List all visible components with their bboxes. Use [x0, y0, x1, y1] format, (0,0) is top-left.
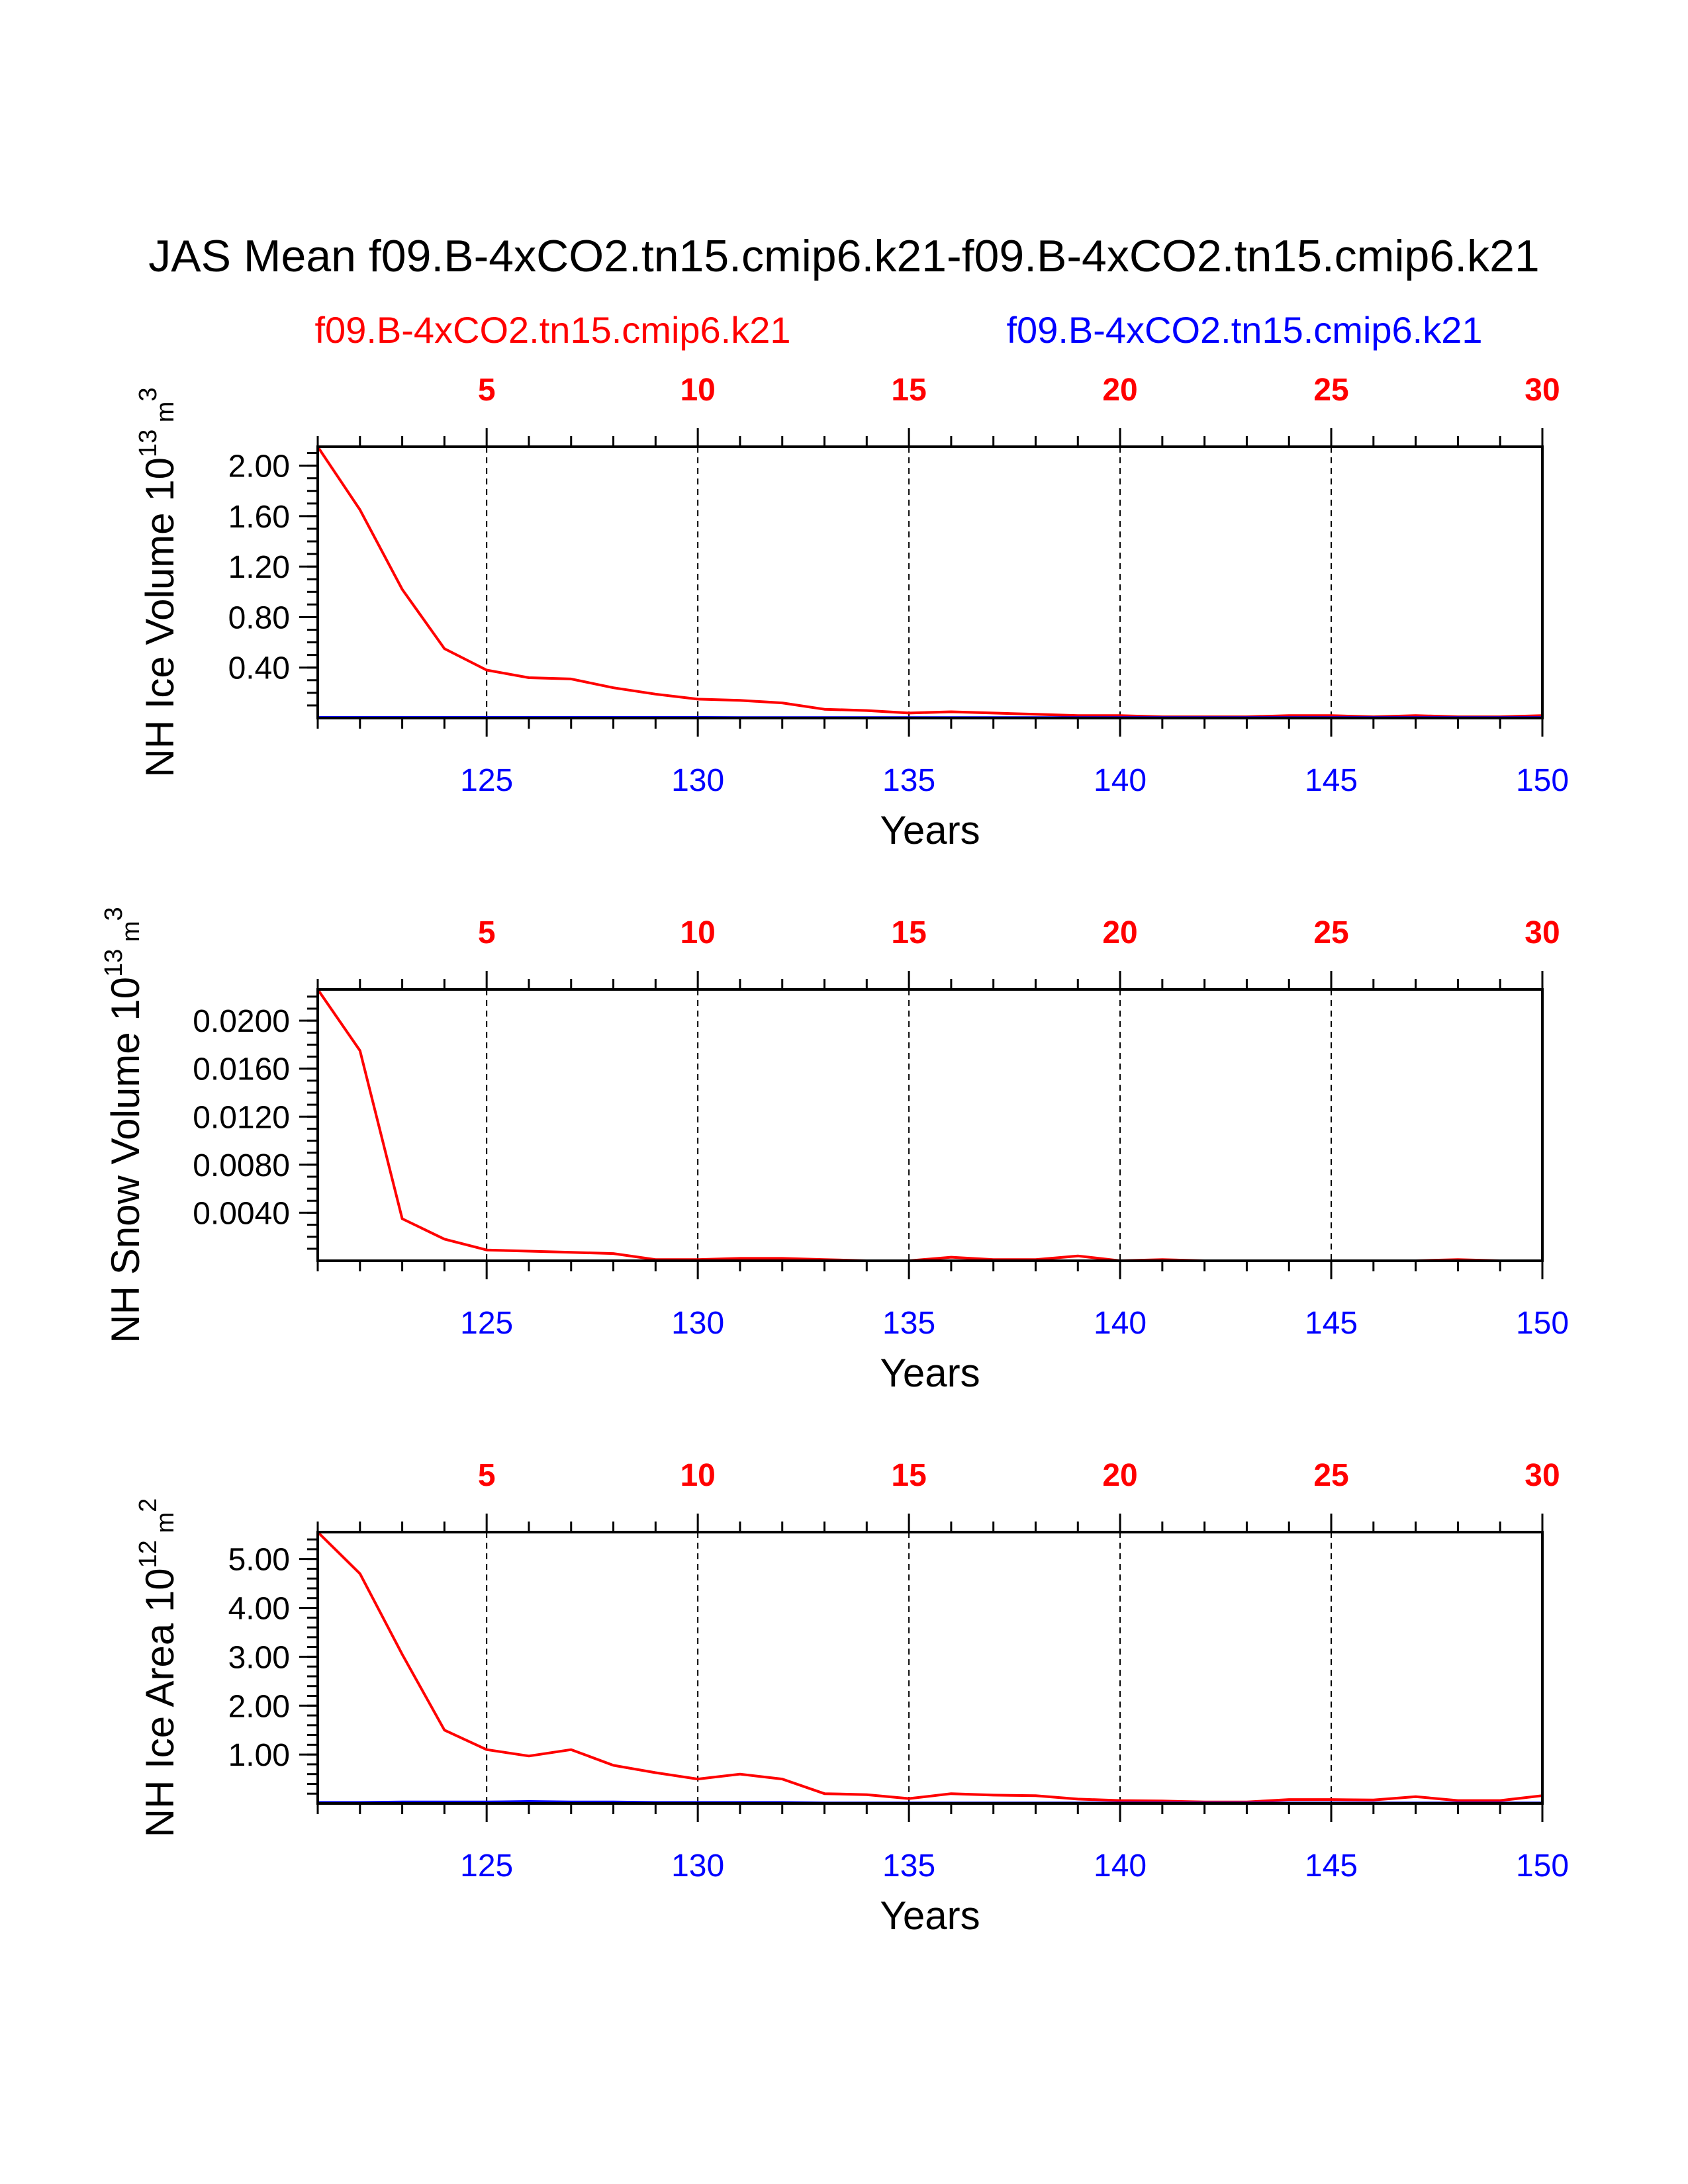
- x-tick-label-150: 150: [1516, 763, 1569, 798]
- top-tick-label-25: 25: [1313, 1458, 1348, 1493]
- y-axis-title-text: NH Ice Area 10: [138, 1568, 182, 1837]
- y-axis-title-text: NH Ice Volume 10: [138, 457, 182, 778]
- y-tick-label: 0.0160: [193, 1052, 290, 1087]
- panel-3: 125 5 130 10 135 15 140 20 145 25 150 30 1.00 2.00 3.0…: [134, 1458, 1569, 1938]
- x-tick-label-145: 145: [1305, 1306, 1358, 1341]
- panel-2: 125 5 130 10 135 15 140 20 145 25 150 30 0.0040 0.008…: [100, 907, 1569, 1395]
- x-axis-title: Years: [880, 1893, 980, 1938]
- y-tick-label: 5.00: [228, 1543, 290, 1578]
- x-axis-title: Years: [880, 808, 980, 852]
- x-tick-label-135: 135: [882, 1306, 935, 1341]
- panels: 125513010135151402014525150300.400.801.2…: [100, 373, 1569, 1938]
- y-axis-title-unit-exponent: 3: [134, 387, 162, 401]
- x-tick-label-130: 130: [671, 1306, 724, 1341]
- y-tick-label: 3.00: [228, 1640, 290, 1675]
- y-axis-title: NH Ice Area 1012 m2: [134, 1498, 182, 1838]
- x-tick-label-145: 145: [1305, 763, 1358, 798]
- y-axis-title-unit: m: [152, 1512, 179, 1540]
- y-axis-title-exponent: 13: [134, 430, 162, 457]
- top-tick-label-5: 5: [478, 373, 496, 408]
- x-tick-label-130: 130: [671, 763, 724, 798]
- top-tick-label-20: 20: [1102, 373, 1137, 408]
- x-tick-label-145: 145: [1305, 1848, 1358, 1884]
- y-axis-title: NH Ice Volume 1013 m3: [134, 387, 182, 777]
- series-line-red: [316, 445, 1543, 719]
- y-tick-label: 0.0200: [193, 1004, 290, 1039]
- y-tick-label: 0.0120: [193, 1100, 290, 1135]
- top-tick-label-15: 15: [891, 373, 926, 408]
- x-tick-label-125: 125: [460, 1848, 513, 1884]
- plot-frame: [316, 1531, 1544, 1805]
- y-tick-label: 1.60: [228, 500, 290, 535]
- y-tick-label: 4.00: [228, 1592, 290, 1627]
- y-axis-title-unit: m: [117, 921, 145, 949]
- top-tick-label-30: 30: [1524, 1458, 1560, 1493]
- panel-1: 125 5 130 10 135 15 140 20 145 25 150 30 0.40 0.80 1.2…: [134, 373, 1569, 852]
- x-tick-label-130: 130: [671, 1848, 724, 1884]
- top-tick-label-15: 15: [891, 915, 926, 950]
- plot-frame: [316, 445, 1544, 719]
- y-axis-title-text: NH Snow Volume 10: [103, 977, 148, 1343]
- x-tick-label-125: 125: [460, 1306, 513, 1341]
- y-tick-label: 0.40: [228, 651, 290, 686]
- top-tick-label-25: 25: [1313, 373, 1348, 408]
- y-tick-label: 2.00: [228, 449, 290, 484]
- legend-right-label: f09.B-4xCO2.tn15.cmip6.k21: [1006, 309, 1482, 351]
- top-tick-label-10: 10: [680, 373, 715, 408]
- x-tick-label-135: 135: [882, 1848, 935, 1884]
- y-axis-title-unit-exponent: 2: [134, 1498, 162, 1512]
- chart-title: JAS Mean f09.B-4xCO2.tn15.cmip6.k21-f09.…: [148, 231, 1539, 281]
- x-tick-label-135: 135: [882, 763, 935, 798]
- y-axis-title-unit: m: [152, 402, 179, 430]
- top-tick-label-30: 30: [1524, 373, 1560, 408]
- y-tick-label: 0.80: [228, 600, 290, 635]
- plot-frame: [316, 988, 1544, 1262]
- x-tick-label-125: 125: [460, 763, 513, 798]
- top-tick-label-20: 20: [1102, 1458, 1137, 1493]
- x-tick-label-150: 150: [1516, 1848, 1569, 1884]
- y-tick-label: 0.0040: [193, 1196, 290, 1231]
- x-tick-label-150: 150: [1516, 1306, 1569, 1341]
- x-tick-label-140: 140: [1094, 1848, 1147, 1884]
- legend-left-label: f09.B-4xCO2.tn15.cmip6.k21: [314, 309, 790, 351]
- y-tick-label: 1.00: [228, 1738, 290, 1773]
- y-axis-title-exponent: 13: [100, 949, 128, 977]
- top-tick-label-10: 10: [680, 1458, 715, 1493]
- x-tick-label-140: 140: [1094, 763, 1147, 798]
- series-line-red: [316, 1531, 1543, 1803]
- y-axis-title-exponent: 12: [134, 1540, 162, 1568]
- top-tick-label-20: 20: [1102, 915, 1137, 950]
- y-axis-title: NH Snow Volume 1013 m3: [100, 907, 148, 1343]
- top-tick-label-5: 5: [478, 1458, 496, 1493]
- top-tick-label-10: 10: [680, 915, 715, 950]
- x-axis-title: Years: [880, 1351, 980, 1395]
- top-tick-label-15: 15: [891, 1458, 926, 1493]
- top-tick-label-5: 5: [478, 915, 496, 950]
- top-tick-label-25: 25: [1313, 915, 1348, 950]
- top-tick-label-30: 30: [1524, 915, 1560, 950]
- y-tick-label: 1.20: [228, 550, 290, 585]
- x-tick-label-140: 140: [1094, 1306, 1147, 1341]
- y-tick-label: 0.0080: [193, 1148, 290, 1183]
- y-axis-title-unit-exponent: 3: [100, 907, 128, 921]
- y-tick-label: 2.00: [228, 1689, 290, 1724]
